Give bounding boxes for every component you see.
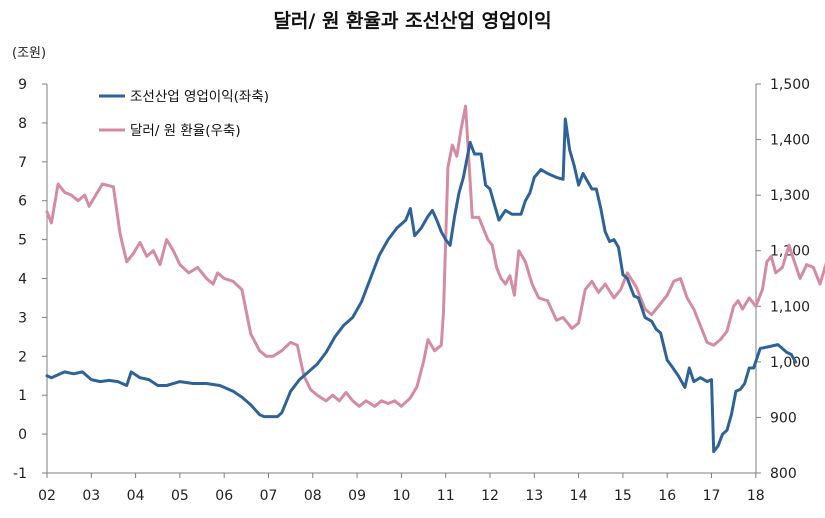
x-tick-label: 10: [392, 488, 410, 504]
x-tick-label: 03: [82, 488, 100, 504]
series-line-operating-profit: [45, 117, 798, 454]
legend-label: 조선산업 영업이익(좌축): [130, 89, 269, 105]
left-tick-label: 7: [18, 155, 27, 171]
right-tick-label: 1,400: [770, 133, 810, 149]
series-lines: [45, 104, 825, 454]
legend-label: 달러/ 원 환율(우축): [130, 123, 241, 139]
x-tick-label: 14: [570, 488, 588, 504]
x-tick-label: 09: [348, 488, 366, 504]
right-tick-label: 1,500: [770, 77, 810, 93]
right-tick-label: 1,300: [770, 188, 810, 204]
x-tick-label: 06: [215, 488, 233, 504]
x-tick-label: 18: [747, 488, 765, 504]
x-tick-label: 13: [525, 488, 543, 504]
x-tick-label: 12: [481, 488, 499, 504]
left-tick-label: 6: [18, 194, 27, 210]
left-tick-label: 5: [18, 233, 27, 249]
x-tick-label: 02: [38, 488, 56, 504]
left-tick-label: 2: [18, 349, 27, 365]
right-tick-label: 900: [770, 410, 797, 426]
x-tick-label: 16: [658, 488, 676, 504]
left-tick-label: 3: [18, 310, 27, 326]
right-tick-label: 1,000: [770, 355, 810, 371]
left-tick-label: 0: [18, 427, 27, 443]
x-tick-label: 17: [703, 488, 721, 504]
chart-title: 달러/ 원 환율과 조선산업 영업이익: [273, 10, 552, 32]
x-tick-label: 15: [614, 488, 632, 504]
left-tick-label: 4: [18, 272, 27, 288]
x-tick-label: 08: [304, 488, 322, 504]
left-tick-label: -1: [13, 466, 27, 482]
left-tick-label: 8: [18, 116, 27, 132]
left-tick-label: 9: [18, 77, 27, 93]
series-line-exchange-rate: [45, 104, 825, 408]
x-tick-label: 11: [437, 488, 455, 504]
right-tick-label: 1,100: [770, 299, 810, 315]
left-axis-unit: (조원): [12, 46, 47, 61]
x-tick-label: 05: [171, 488, 189, 504]
x-tick-label: 07: [260, 488, 278, 504]
axes: -101234567898009001,0001,1001,2001,3001,…: [13, 77, 810, 504]
legend: 조선산업 영업이익(좌축) 달러/ 원 환율(우축): [99, 89, 269, 139]
right-tick-label: 800: [770, 466, 797, 482]
left-tick-label: 1: [18, 388, 27, 404]
x-tick-label: 04: [127, 488, 145, 504]
